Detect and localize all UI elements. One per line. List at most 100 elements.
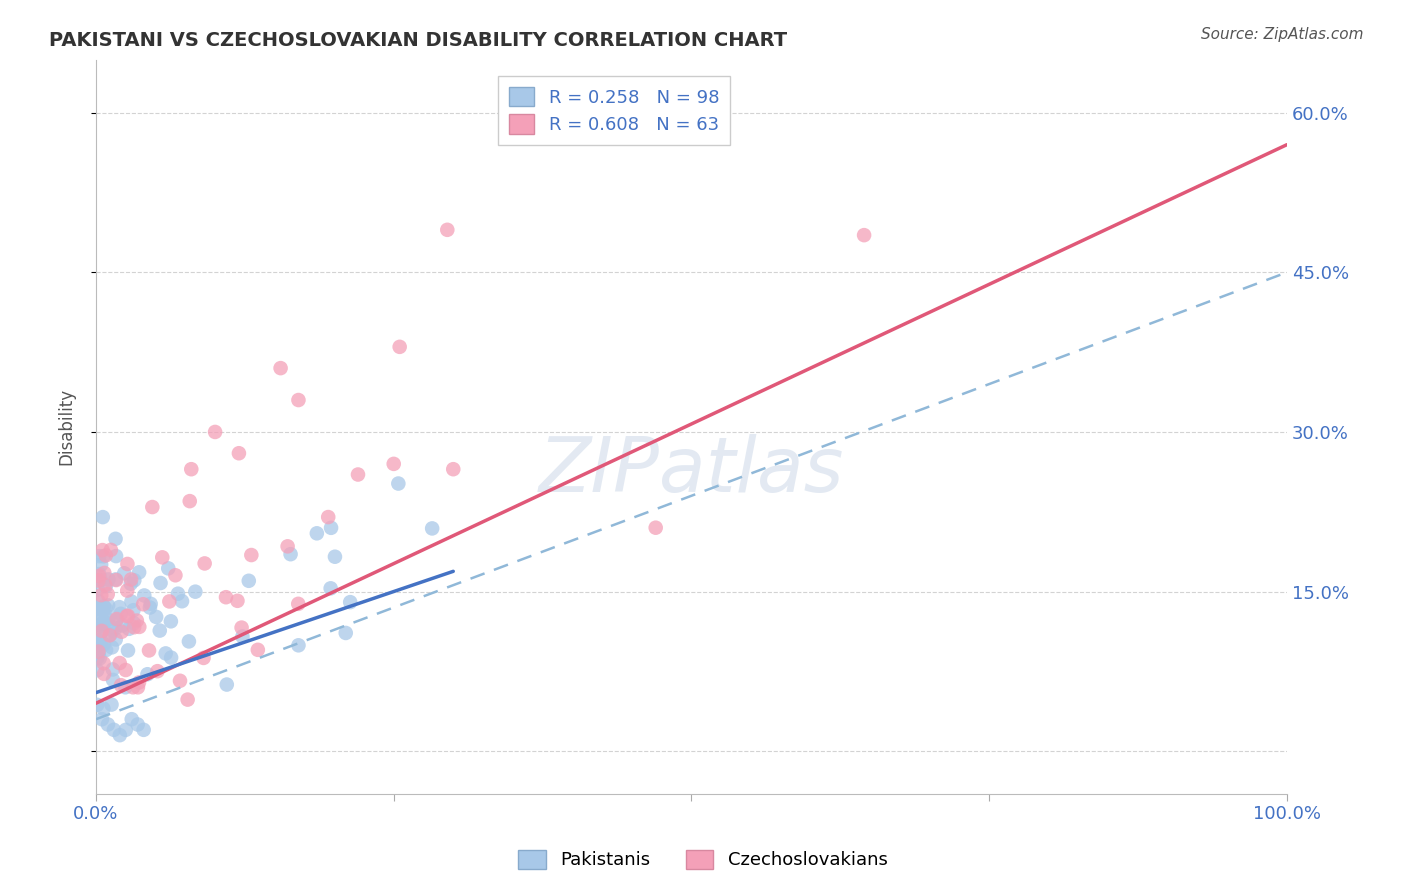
Point (87, 594, 110, 608)
Point (87, 644, 110, 658)
Point (316, 510, 339, 524)
Point (89, 618, 111, 632)
Point (94, 579, 117, 593)
Point (111, 624, 134, 639)
Point (136, 667, 159, 681)
Point (90, 588, 112, 602)
Point (165, 568, 187, 582)
Point (160, 615, 183, 629)
Point (86, 632, 108, 647)
Point (246, 643, 269, 657)
Point (108, 728, 131, 742)
Point (167, 587, 190, 601)
Point (204, 425, 226, 439)
Point (160, 650, 183, 665)
Point (120, 594, 142, 608)
Point (96, 611, 118, 625)
Point (97, 599, 120, 613)
Point (193, 651, 215, 665)
Point (114, 681, 136, 695)
Point (105, 573, 128, 587)
Point (226, 594, 249, 608)
Point (127, 681, 149, 695)
Point (89, 549, 111, 563)
Point (420, 521, 443, 535)
Point (90, 611, 112, 625)
Point (97, 717, 120, 731)
Point (115, 583, 138, 598)
Point (436, 223, 458, 237)
Point (150, 550, 173, 565)
Point (94, 549, 117, 563)
Point (104, 573, 127, 587)
Point (86, 582, 108, 597)
Point (240, 548, 263, 562)
Point (122, 603, 145, 617)
Point (305, 526, 328, 541)
Point (228, 446, 250, 460)
Point (441, 462, 464, 476)
Point (110, 678, 132, 692)
Point (110, 607, 132, 621)
Y-axis label: Disability: Disability (58, 388, 75, 466)
Point (141, 500, 163, 514)
Point (215, 677, 238, 691)
Point (93, 566, 115, 580)
Point (89, 638, 111, 652)
Text: Source: ZipAtlas.com: Source: ZipAtlas.com (1201, 27, 1364, 42)
Point (91, 712, 114, 726)
Point (90, 618, 112, 632)
Point (93, 637, 115, 651)
Point (124, 574, 146, 588)
Point (120, 576, 142, 591)
Point (319, 582, 342, 596)
Point (146, 664, 169, 678)
Point (86, 663, 108, 677)
Point (231, 630, 253, 644)
Point (118, 622, 141, 636)
Point (319, 521, 342, 535)
Point (231, 621, 253, 635)
Legend: Pakistanis, Czechoslovakians: Pakistanis, Czechoslovakians (509, 840, 897, 879)
Point (644, 521, 666, 535)
Point (89, 567, 111, 582)
Point (87, 569, 110, 583)
Point (155, 647, 177, 661)
Point (87, 605, 110, 619)
Point (177, 634, 200, 648)
Point (117, 557, 139, 571)
Point (169, 673, 191, 688)
Point (287, 597, 309, 611)
Point (108, 600, 131, 615)
Point (138, 643, 160, 657)
Point (93, 656, 115, 670)
Point (98, 628, 121, 642)
Point (104, 632, 127, 647)
Point (132, 597, 155, 611)
Point (139, 600, 162, 615)
Point (184, 584, 207, 599)
Point (98, 610, 121, 624)
Text: PAKISTANI VS CZECHOSLOVAKIAN DISABILITY CORRELATION CHART: PAKISTANI VS CZECHOSLOVAKIAN DISABILITY … (49, 31, 787, 50)
Point (180, 462, 202, 476)
Point (94, 601, 117, 615)
Point (89, 629, 111, 643)
Point (157, 594, 180, 608)
Point (387, 476, 409, 491)
Point (277, 539, 299, 553)
Point (100, 627, 122, 641)
Point (90, 558, 112, 572)
Point (93, 701, 115, 715)
Point (105, 614, 128, 628)
Point (93, 666, 115, 681)
Point (114, 723, 136, 737)
Point (122, 680, 145, 694)
Point (101, 673, 124, 687)
Point (323, 549, 346, 564)
Point (86, 650, 108, 665)
Point (93, 549, 115, 564)
Point (105, 549, 128, 563)
Point (170, 594, 193, 608)
Point (120, 573, 142, 587)
Point (112, 566, 135, 581)
